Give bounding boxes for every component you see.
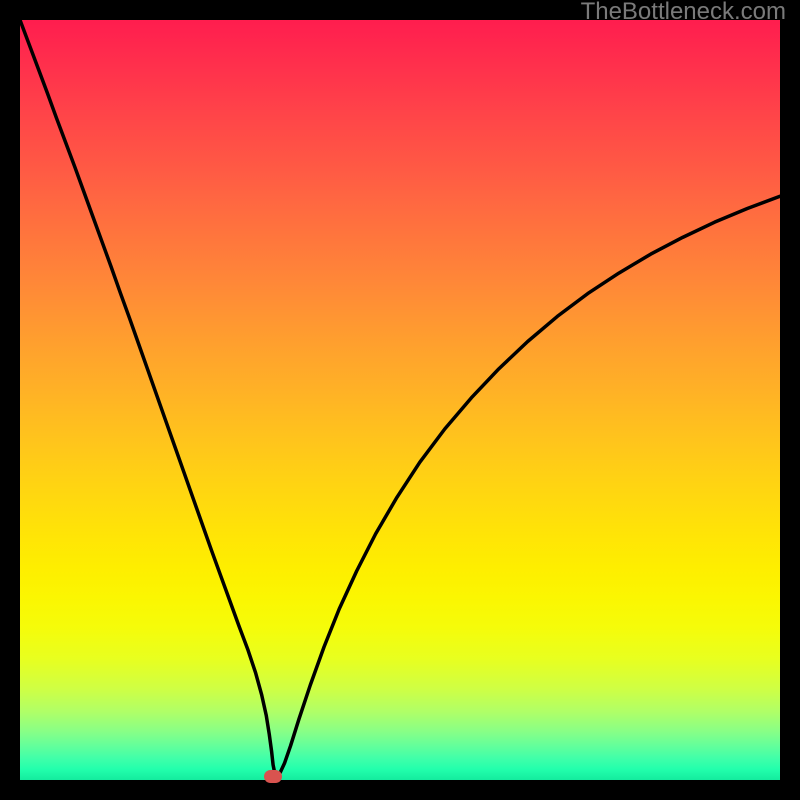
bottleneck-chart [20, 20, 780, 780]
chart-background-gradient [20, 20, 780, 780]
optimal-point-marker [264, 770, 282, 783]
